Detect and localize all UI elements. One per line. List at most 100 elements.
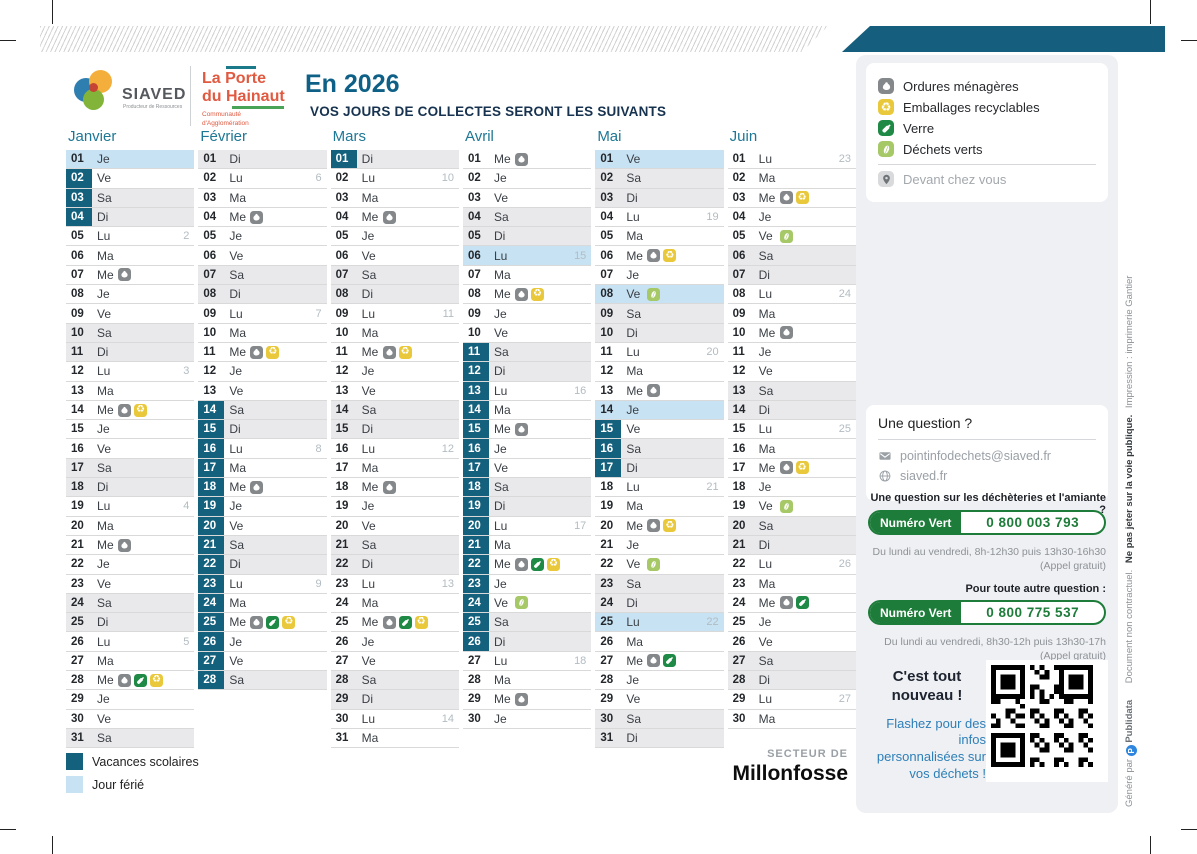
- week-number: 15: [574, 249, 587, 262]
- weekday-abbrev: Sa: [229, 538, 245, 553]
- weekday-abbrev: Di: [97, 345, 109, 360]
- weekday-abbrev: Ma: [493, 673, 511, 688]
- day-number: 05: [335, 230, 349, 243]
- calendar-day-row: 13 Ma: [66, 381, 195, 401]
- weekday-abbrev: Lu: [758, 557, 772, 572]
- day-number: 16: [595, 439, 622, 458]
- calendar-day-row: 17 Ma: [198, 458, 327, 479]
- day-number: 23: [462, 574, 489, 593]
- weekday-abbrev: Lu: [97, 634, 111, 649]
- day-number: 27: [198, 651, 225, 671]
- trash-icon: [382, 210, 396, 224]
- weekday-abbrev: Lu: [758, 287, 772, 302]
- weekday-abbrev: Me: [493, 692, 511, 707]
- day-number: 04: [732, 211, 746, 224]
- trash-icon: [250, 210, 264, 224]
- weekday-abbrev: Ve: [229, 653, 244, 668]
- week-number: 5: [183, 635, 190, 648]
- week-number: 13: [441, 577, 454, 590]
- collection-icons: ♻: [514, 557, 560, 571]
- weekday-abbrev: Di: [626, 731, 638, 746]
- day-number: 12: [732, 365, 746, 378]
- weekday-abbrev: Me: [229, 210, 246, 225]
- weekday-abbrev: Me: [361, 615, 379, 630]
- contact-card: Une question ? pointinfodechets@siaved.f…: [866, 405, 1108, 501]
- calendar-day-row: 15 Lu 25: [727, 420, 856, 440]
- day-number: 17: [462, 458, 489, 478]
- week-number: 11: [442, 307, 454, 320]
- calendar-day-row: 13 Sa: [727, 381, 856, 401]
- weekday-abbrev: Me: [493, 287, 511, 302]
- day-number: 20: [732, 519, 746, 532]
- weekday-abbrev: Ve: [758, 229, 773, 244]
- calendar-day-row: 28 Je: [595, 671, 724, 691]
- vertical-fine-print: Généré par P Publidata Document non cont…: [1124, 83, 1138, 807]
- calendar-day-row: 27 Lu 18: [462, 651, 592, 672]
- calendar-day-row: 19 Di: [462, 497, 592, 517]
- recycle-icon: ♻: [878, 99, 894, 115]
- waste-legend-card: Ordures ménagères ♻ Emballages recyclables…: [866, 63, 1108, 202]
- calendar-day-row: 31 Ma: [330, 728, 459, 749]
- trash-icon: [647, 384, 661, 398]
- calendar-day-row: 17 Me ♻: [727, 458, 856, 479]
- weekday-abbrev: Sa: [229, 673, 245, 688]
- weekday-abbrev: Lu: [361, 711, 376, 726]
- week-number: 26: [838, 558, 851, 571]
- crop-mark: [1150, 0, 1151, 24]
- calendar-day-row: 17 Ve: [462, 458, 592, 479]
- day-number: 27: [71, 654, 84, 667]
- weekday-abbrev: Lu: [493, 518, 508, 533]
- day-number: 08: [203, 288, 217, 301]
- weekday-abbrev: Sa: [626, 171, 641, 186]
- calendar-day-row: 01 Ve: [595, 150, 724, 170]
- calendar-day-row: 24 Me: [727, 593, 856, 614]
- logo-tagline-line: Communauté: [202, 111, 242, 119]
- trash-icon: [118, 538, 131, 552]
- day-number: 11: [203, 346, 216, 359]
- weekday-abbrev: Ve: [361, 383, 376, 398]
- weekday-abbrev: Ma: [361, 190, 379, 205]
- weekday-abbrev: Me: [361, 345, 379, 360]
- day-number: 15: [198, 420, 225, 439]
- calendar-day-row: 10 Ve: [462, 323, 592, 343]
- weekday-abbrev: Di: [758, 403, 770, 417]
- day-number: 06: [335, 249, 349, 262]
- day-number: 21: [71, 539, 84, 552]
- day-number: 02: [732, 172, 746, 185]
- weekday-abbrev: Je: [493, 711, 507, 726]
- collection-icons: [250, 480, 264, 494]
- logo-line2: du Hainaut: [202, 87, 285, 105]
- weekday-abbrev: Sa: [97, 325, 112, 340]
- sector-block: SECTEUR DE Millonfosse: [600, 748, 848, 786]
- calendar-day-row: 11 Je: [727, 342, 856, 363]
- day-number: 18: [600, 481, 614, 494]
- day-number: 28: [467, 674, 481, 687]
- calendar-day-row: 28 Me ♻: [66, 671, 195, 691]
- day-number: 27: [732, 654, 746, 667]
- day-number: 11: [71, 346, 84, 359]
- day-number: 13: [335, 384, 349, 397]
- weekday-abbrev: Ma: [493, 403, 511, 417]
- trash-icon: [779, 191, 793, 205]
- calendar-day-row: 11 Me ♻: [330, 342, 459, 363]
- day-number: 30: [467, 712, 481, 725]
- calendar-day-row: 27 Ma: [66, 651, 195, 672]
- day-number: 29: [467, 693, 481, 706]
- weekday-abbrev: Di: [758, 538, 770, 553]
- calendar-day-row: 05 Je: [198, 227, 327, 247]
- crop-mark: [0, 40, 16, 41]
- calendar-day-row: 16 Sa: [595, 439, 724, 459]
- calendar-day-row: 12 Lu 3: [66, 362, 195, 382]
- day-number: 12: [71, 365, 84, 378]
- trash-icon: [382, 615, 396, 629]
- day-number: 08: [467, 288, 481, 301]
- trash-icon: [118, 403, 131, 417]
- day-number: 14: [462, 400, 489, 420]
- crop-mark: [0, 829, 16, 830]
- week-number: 23: [838, 153, 851, 166]
- phone-number-1: 0 800 003 793: [986, 515, 1080, 530]
- weekday-abbrev: Sa: [97, 460, 112, 475]
- day-number: 20: [71, 519, 84, 532]
- day-number: 18: [462, 478, 489, 497]
- weekday-abbrev: Lu: [361, 306, 376, 321]
